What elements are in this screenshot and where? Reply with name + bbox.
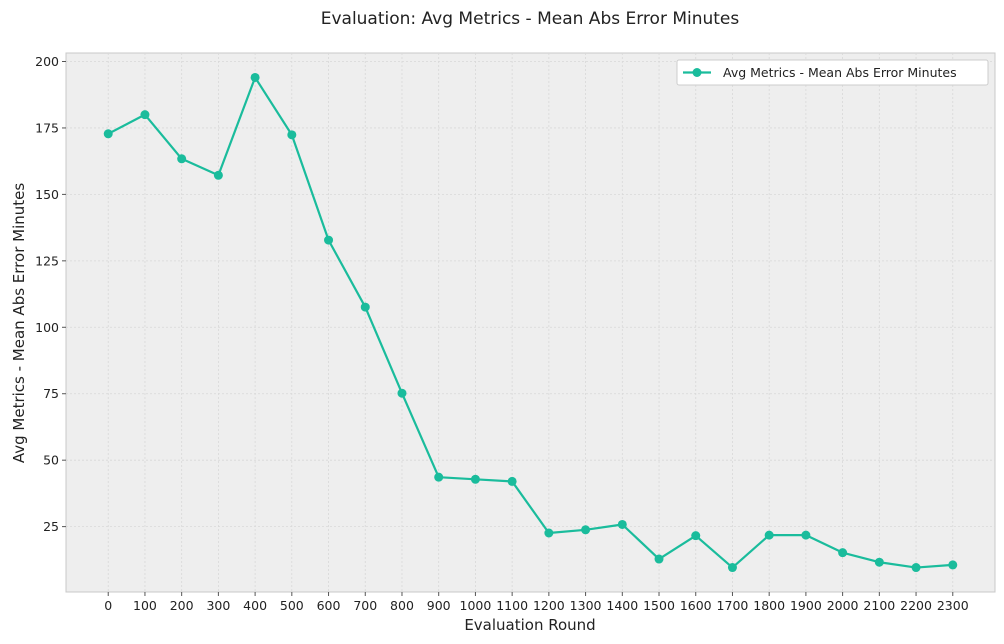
x-tick-label: 100 [133,598,157,613]
data-point [287,130,297,140]
legend-marker-swatch [692,68,702,77]
x-axis-ticks: 0 100 200 300 400 500 600 700 800 900 1000 1100 1200… [104,592,969,613]
data-point [764,530,774,540]
x-tick-label: 800 [390,598,414,613]
x-tick-label: 1100 [496,598,528,613]
x-tick-label: 2100 [863,598,895,613]
legend: Avg Metrics - Mean Abs Error Minutes [676,59,989,86]
data-point [911,563,921,573]
data-point [727,563,737,573]
x-tick-label: 600 [317,598,341,613]
data-point [654,554,664,564]
x-tick-label: 1000 [460,598,492,613]
data-point [360,302,370,312]
y-tick-label: 200 [35,54,59,69]
data-point [213,170,223,180]
x-tick-label: 900 [427,598,451,613]
x-tick-label: 400 [243,598,267,613]
data-point [838,548,848,558]
data-point [470,474,480,484]
y-tick-label: 75 [43,386,59,401]
x-tick-label: 200 [170,598,194,613]
plot-area [65,52,996,593]
data-point [177,154,187,164]
y-tick-label: 50 [43,453,59,468]
data-point [397,388,407,398]
x-tick-label: 1700 [717,598,749,613]
data-point [544,528,554,538]
x-tick-label: 1500 [643,598,675,613]
y-tick-label: 25 [43,519,59,534]
x-tick-label: 700 [353,598,377,613]
data-point [617,519,627,529]
data-point [507,476,517,486]
x-axis-label: Evaluation Round [464,616,595,634]
data-point [140,110,150,120]
x-tick-label: 2000 [827,598,859,613]
data-point [324,235,334,245]
x-tick-label: 300 [206,598,230,613]
data-point [434,472,444,482]
data-point [250,72,260,82]
chart-title: Evaluation: Avg Metrics - Mean Abs Error… [321,9,740,29]
x-tick-label: 1400 [606,598,638,613]
data-point [581,525,591,535]
legend-label: Avg Metrics - Mean Abs Error Minutes [723,65,957,80]
data-point [801,530,811,540]
x-tick-label: 1600 [680,598,712,613]
x-tick-label: 500 [280,598,304,613]
grid [66,53,995,592]
data-point [874,557,884,567]
y-tick-label: 125 [35,253,59,268]
data-point [948,560,958,570]
x-tick-label: 1800 [753,598,785,613]
y-tick-label: 175 [35,120,59,135]
series-line [107,76,953,569]
x-tick-label: 1900 [790,598,822,613]
data-point [691,531,701,541]
x-tick-label: 0 [104,598,112,613]
x-tick-label: 1300 [570,598,602,613]
x-tick-label: 2300 [937,598,969,613]
y-axis-label: Avg Metrics - Mean Abs Error Minutes [10,183,28,464]
legend-box [676,59,989,86]
y-tick-label: 100 [35,320,59,335]
data-point [103,129,113,139]
y-axis-ticks: 25 50 75 100 125 150 175 200 [35,54,66,534]
x-tick-label: 2200 [900,598,932,613]
y-tick-label: 150 [35,187,59,202]
series-layer [103,72,958,573]
x-tick-label: 1200 [533,598,565,613]
